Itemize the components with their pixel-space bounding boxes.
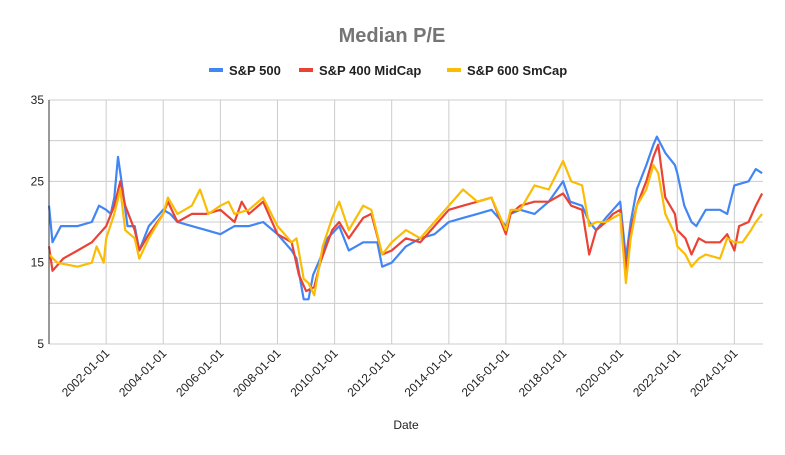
x-tick-label: 2006-01-01 <box>173 346 227 400</box>
legend-label: S&P 400 MidCap <box>319 63 421 78</box>
y-axis-ticks: 35 25 15 5 <box>31 93 45 351</box>
legend-swatch <box>209 68 223 72</box>
x-tick-label: 2018-01-01 <box>516 346 570 400</box>
y-tick-label: 5 <box>37 337 44 351</box>
series-line-1 <box>47 135 763 301</box>
y-tick-label: 35 <box>31 93 45 107</box>
x-tick-label: 2002-01-01 <box>59 346 113 400</box>
legend-item: S&P 600 SmCap <box>447 63 567 78</box>
legend-item: S&P 500 <box>209 63 281 78</box>
legend-label: S&P 600 SmCap <box>467 63 567 78</box>
x-tick-label: 2024-01-01 <box>687 346 741 400</box>
x-tick-label: 2014-01-01 <box>402 346 456 400</box>
legend-swatch <box>299 68 313 72</box>
series-lines <box>47 135 764 301</box>
legend-item: S&P 400 MidCap <box>299 63 421 78</box>
series-line-3 <box>48 159 763 297</box>
x-axis-ticks: 2002-01-01 2004-01-01 2006-01-01 2008-01-01… <box>59 346 741 400</box>
x-tick-label: 2016-01-01 <box>459 346 513 400</box>
y-tick-label: 25 <box>31 174 45 188</box>
x-tick-label: 2012-01-01 <box>345 346 399 400</box>
chart-title: Median P/E <box>339 25 446 47</box>
y-tick-label: 15 <box>31 256 45 270</box>
x-tick-label: 2010-01-01 <box>287 346 341 400</box>
x-tick-label: 2008-01-01 <box>230 346 284 400</box>
legend-label: S&P 500 <box>229 63 281 78</box>
legend-swatch <box>447 68 461 72</box>
x-axis-label: Date <box>393 418 419 432</box>
x-tick-label: 2004-01-01 <box>116 346 170 400</box>
x-tick-label: 2020-01-01 <box>573 346 627 400</box>
x-tick-label: 2022-01-01 <box>630 346 684 400</box>
legend: S&P 500 S&P 400 MidCap S&P 600 SmCap <box>209 63 567 78</box>
